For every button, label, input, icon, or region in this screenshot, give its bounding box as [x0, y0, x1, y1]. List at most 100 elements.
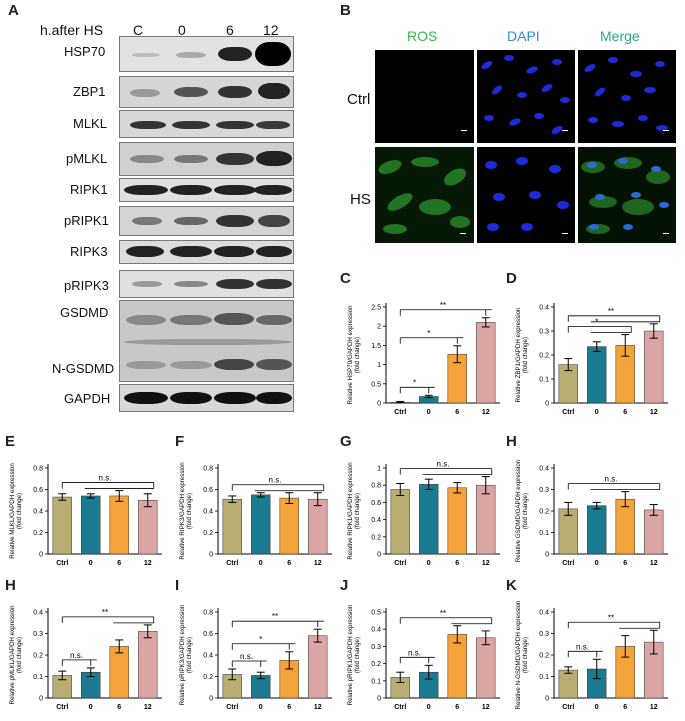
bar [419, 484, 439, 555]
western-header-label: h.after HS [40, 22, 104, 38]
y-tick-label: 2.5 [371, 305, 381, 312]
y-axis-label: Relative GSDMD/GAPDH expression [515, 459, 522, 562]
significance-label: n.s. [605, 475, 618, 484]
y-tick-label: 0 [209, 696, 213, 703]
y-axis-label: Relative N-GSDMD/GAPDH expression [515, 600, 522, 710]
blot-pripk1 [119, 206, 294, 236]
x-tick-label: Ctrl [56, 560, 68, 567]
significance-label: n.s. [99, 474, 112, 483]
chart-ripk3: Relative RIPK3/GAPDH expression (fold cha… [179, 462, 332, 567]
protein-label-gsdmd: GSDMD [60, 305, 109, 320]
x-tick-label: 12 [482, 560, 490, 567]
significance-label: * [259, 635, 262, 644]
y-tick-label: 1.5 [371, 343, 381, 350]
significance-label: ** [102, 608, 108, 617]
protein-label-ripk1: RIPK1 [70, 182, 108, 197]
panel-label-G: G [340, 433, 352, 450]
significance-label: ** [608, 307, 614, 316]
chart-pripk1: Relative pRIPK1/GAPDH expression (fold ch… [347, 604, 500, 711]
panel-label-A: A [8, 2, 19, 19]
protein-label-pripk1: pRIPK1 [64, 213, 109, 228]
dapi-nuclei-hs [485, 157, 569, 234]
y-axis-label: Relative MLKL/GAPDH expression [9, 463, 16, 559]
panel-label-H2: H [5, 577, 16, 594]
bar [308, 498, 328, 555]
y-tick-label: 0.6 [371, 500, 381, 507]
y-tick-label: 2 [377, 324, 381, 331]
y-axis-label: (fold change) [522, 337, 529, 373]
y-tick-label: 0 [209, 552, 213, 559]
y-tick-label: 0.1 [371, 678, 381, 685]
significance-label: n.s. [437, 460, 450, 469]
x-tick-label: 0 [427, 409, 431, 416]
chart-gsdmd: Relative GSDMD/GAPDH expression (fold cha… [515, 459, 668, 567]
x-tick-label: 6 [287, 560, 291, 567]
x-tick-label: 0 [427, 704, 431, 711]
x-tick-label: 0 [595, 560, 599, 567]
protein-label-zbp1: ZBP1 [73, 84, 106, 99]
y-axis-label: Relative pRIPK1/GAPDH expression [347, 604, 354, 705]
bar [138, 631, 158, 699]
x-tick-label: 0 [259, 704, 263, 711]
significance-label: * [413, 378, 416, 387]
micro-hs-ros [375, 147, 474, 243]
bar [279, 497, 299, 555]
y-axis-label: (fold change) [354, 637, 361, 673]
x-tick-label: Ctrl [562, 560, 574, 567]
protein-label-pmlkl: pMLKL [66, 151, 108, 166]
y-axis-label: (fold change) [522, 637, 529, 673]
x-tick-label: 6 [455, 409, 459, 416]
x-tick-label: 6 [623, 560, 627, 567]
bar [558, 669, 578, 699]
micro-header-dapi: DAPI [507, 28, 540, 44]
y-tick-label: 0.4 [371, 627, 381, 634]
y-tick-label: 0 [545, 401, 549, 408]
y-tick-label: 0.2 [539, 353, 549, 360]
x-tick-label: 6 [455, 704, 459, 711]
y-tick-label: 1 [377, 466, 381, 473]
blot-pripk3 [119, 270, 294, 298]
x-tick-label: Ctrl [226, 560, 238, 567]
lane-label: 12 [263, 22, 279, 38]
y-tick-label: 0.4 [33, 509, 43, 516]
micro-ctrl-dapi [477, 50, 575, 143]
x-tick-label: 12 [482, 704, 490, 711]
y-tick-label: 0.2 [203, 674, 213, 681]
bar [476, 322, 496, 404]
y-tick-label: 0.4 [539, 610, 549, 617]
x-tick-label: Ctrl [394, 704, 406, 711]
blot-zbp1 [119, 76, 294, 108]
x-tick-label: 6 [623, 704, 627, 711]
significance-label: ** [440, 609, 446, 618]
y-tick-label: 0 [39, 696, 43, 703]
y-tick-label: 0.8 [203, 610, 213, 617]
y-tick-label: 0.5 [371, 381, 381, 388]
blot-mlkl [119, 110, 294, 138]
panel-label-J: J [340, 577, 349, 594]
protein-label-hsp70: HSP70 [64, 44, 106, 59]
y-tick-label: 0 [545, 552, 549, 559]
bar [109, 646, 129, 699]
y-tick-label: 0.8 [203, 466, 213, 473]
y-tick-label: 0.4 [539, 466, 549, 473]
protein-label-n-gsdmd: N-GSDMD [52, 361, 115, 376]
y-axis-label: Relative RIPK1/GAPDH expression [347, 462, 354, 560]
protein-label-ripk3: RIPK3 [70, 244, 108, 259]
y-axis-label: Relative RIPK3/GAPDH expression [179, 462, 186, 560]
y-tick-label: 0.5 [371, 610, 381, 617]
micro-row-label-ctrl: Ctrl [347, 91, 371, 108]
y-tick-label: 0.8 [371, 483, 381, 490]
x-tick-label: Ctrl [226, 704, 238, 711]
blot-hsp70 [119, 36, 294, 72]
protein-label-gapdh: GAPDH [64, 391, 111, 406]
x-tick-label: Ctrl [56, 704, 68, 711]
dapi-nuclei [481, 55, 570, 134]
y-axis-label: Relative HSP70/GAPDH expression [347, 305, 354, 405]
significance-label: n.s. [70, 651, 83, 660]
y-tick-label: 0.3 [371, 644, 381, 651]
y-tick-label: 0.4 [539, 305, 549, 312]
bar [251, 494, 271, 555]
y-tick-label: 0.6 [33, 487, 43, 494]
bar [447, 487, 467, 555]
panel-label-D: D [506, 270, 517, 287]
